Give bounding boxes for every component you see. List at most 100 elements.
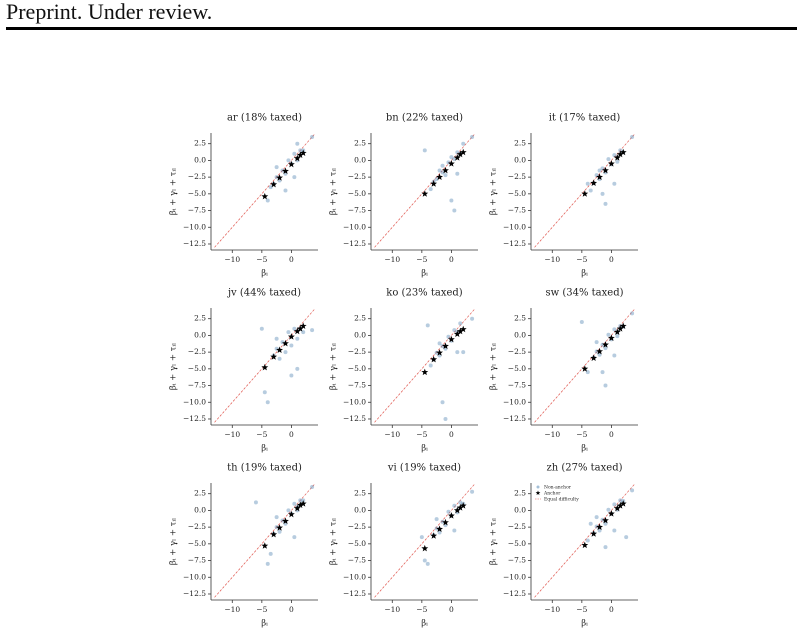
anchor-point bbox=[453, 154, 461, 161]
anchor-point bbox=[442, 166, 449, 174]
point bbox=[253, 500, 258, 505]
subplot-title: bn (22% taxed) bbox=[386, 113, 463, 124]
point bbox=[277, 529, 282, 534]
y-tick-label: −7.5 bbox=[348, 556, 366, 565]
y-tick-label: −12.5 bbox=[343, 589, 366, 598]
x-axis-label: βᵢ bbox=[581, 619, 588, 629]
y-tick-label: −10.0 bbox=[343, 397, 366, 406]
point bbox=[594, 524, 599, 529]
point bbox=[612, 153, 617, 158]
anchor-point bbox=[590, 179, 598, 187]
reference-line bbox=[374, 483, 476, 598]
point bbox=[600, 517, 605, 522]
point bbox=[292, 175, 297, 180]
point bbox=[624, 535, 629, 540]
y-axis-label: βᵢ + γₗ + τᵢₗ bbox=[329, 518, 339, 565]
y-tick-label: −10.0 bbox=[503, 572, 526, 581]
anchor-point bbox=[442, 518, 449, 526]
point bbox=[310, 135, 315, 140]
point bbox=[274, 175, 279, 180]
y-tick-label: 2.5 bbox=[194, 139, 206, 148]
subplot-title: th (19% taxed) bbox=[227, 463, 302, 474]
anchor-point bbox=[287, 510, 295, 518]
x-tick-label: −5 bbox=[576, 605, 587, 614]
subplot: sw (34% taxed) 2.5 0.0 −2.5 −5.0 −7.5 −10.0 −12… bbox=[489, 288, 638, 454]
point bbox=[630, 311, 635, 316]
point bbox=[437, 530, 442, 535]
point bbox=[603, 201, 608, 206]
anchor-point bbox=[276, 346, 283, 354]
anchor-point bbox=[296, 325, 304, 332]
point bbox=[461, 141, 466, 146]
header: Preprint. Under review. bbox=[6, 0, 212, 24]
y-axis-label: βᵢ + γₗ + τᵢₗ bbox=[329, 343, 339, 390]
y-tick-label: −7.5 bbox=[508, 381, 526, 390]
x-tick-label: 0 bbox=[289, 605, 294, 614]
point bbox=[268, 185, 273, 190]
anchor-point bbox=[607, 510, 615, 517]
x-tick-label: 0 bbox=[609, 605, 614, 614]
point bbox=[289, 343, 294, 348]
anchor-point bbox=[421, 368, 429, 376]
x-tick-label: 0 bbox=[449, 255, 454, 264]
point bbox=[298, 148, 303, 153]
reference-line bbox=[374, 308, 476, 423]
y-tick-label: −5.0 bbox=[348, 189, 366, 198]
anchor-point bbox=[296, 151, 304, 158]
anchor-point bbox=[596, 347, 603, 355]
y-tick-label: −5.0 bbox=[188, 539, 206, 548]
point bbox=[265, 198, 270, 203]
point bbox=[274, 336, 279, 341]
anchor-point bbox=[430, 355, 438, 363]
point bbox=[458, 500, 463, 505]
point bbox=[597, 168, 602, 173]
y-tick-label: −10.0 bbox=[343, 222, 366, 231]
y-tick-label: −10.0 bbox=[503, 222, 526, 231]
point bbox=[274, 525, 279, 530]
point bbox=[597, 528, 602, 533]
point bbox=[292, 535, 297, 540]
point bbox=[295, 366, 300, 371]
point bbox=[428, 363, 433, 368]
x-tick-label: −10 bbox=[544, 255, 560, 264]
point bbox=[289, 373, 294, 378]
point bbox=[612, 181, 617, 186]
anchor-point bbox=[287, 333, 295, 340]
y-tick-label: 0.0 bbox=[194, 155, 206, 164]
anchor-point bbox=[613, 154, 621, 161]
x-tick-label: 0 bbox=[609, 430, 614, 439]
y-tick-label: 2.5 bbox=[354, 314, 366, 323]
point bbox=[600, 370, 605, 375]
anchor-point bbox=[581, 541, 589, 549]
point bbox=[470, 316, 475, 321]
anchor-point bbox=[596, 523, 603, 531]
point bbox=[428, 187, 433, 192]
subplot-title: ko (23% taxed) bbox=[386, 288, 463, 299]
point bbox=[612, 502, 617, 507]
subplot-title: zh (27% taxed) bbox=[546, 463, 622, 474]
x-tick-label: −10 bbox=[544, 605, 560, 614]
anchor-point bbox=[459, 325, 467, 333]
anchor-point bbox=[456, 327, 464, 335]
point bbox=[283, 188, 288, 193]
anchor-point bbox=[282, 167, 289, 175]
anchor-point bbox=[296, 501, 304, 508]
point bbox=[443, 416, 448, 421]
subplot: ar (18% taxed) 2.5 0.0 −2.5 −5.0 −7.5 −10.0 −12… bbox=[169, 113, 318, 279]
y-tick-label: −12.5 bbox=[343, 414, 366, 423]
anchor-point bbox=[421, 190, 429, 197]
y-tick-label: 0.0 bbox=[514, 505, 526, 514]
anchor-point bbox=[276, 524, 283, 531]
y-axis-label: βᵢ + γₗ + τᵢₗ bbox=[489, 168, 499, 215]
anchor-point bbox=[299, 500, 307, 507]
y-tick-label: 2.5 bbox=[194, 489, 206, 498]
x-tick-label: −10 bbox=[544, 430, 560, 439]
point bbox=[594, 515, 599, 520]
anchor-point bbox=[607, 334, 615, 341]
y-tick-label: −7.5 bbox=[188, 206, 206, 215]
point bbox=[274, 515, 279, 520]
y-tick-label: −7.5 bbox=[508, 206, 526, 215]
point bbox=[425, 561, 430, 566]
anchor-point bbox=[607, 160, 615, 167]
